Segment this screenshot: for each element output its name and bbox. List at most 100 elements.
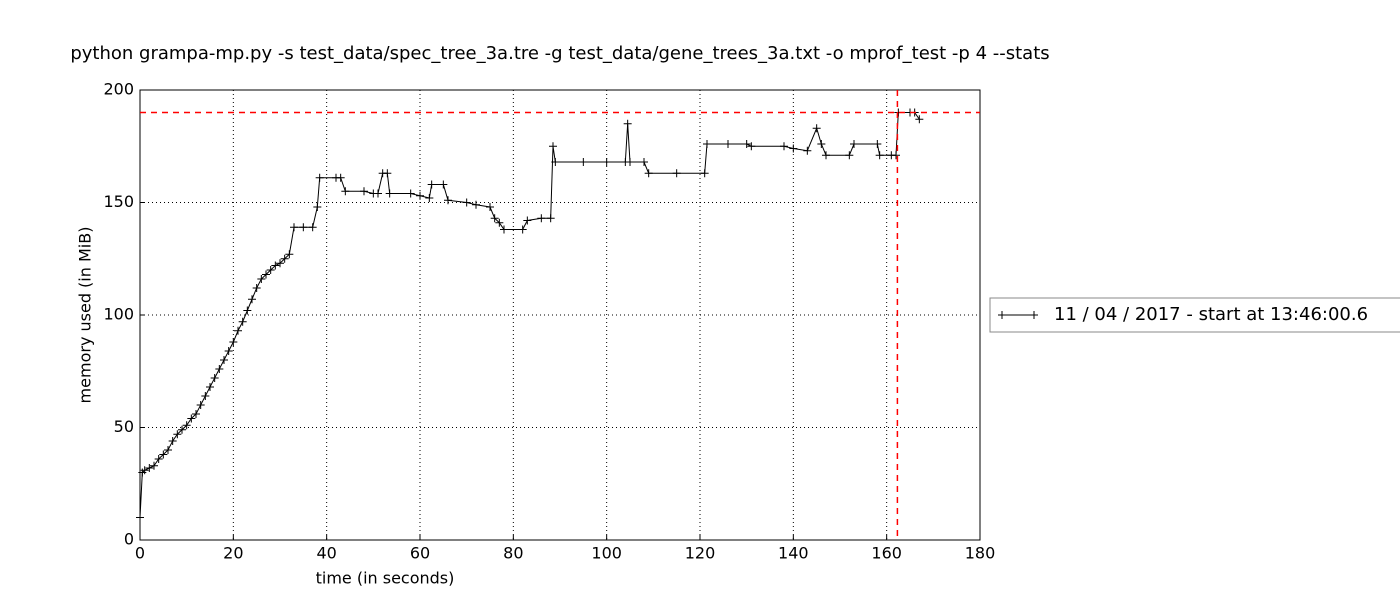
- data-point: [173, 430, 182, 439]
- data-point: [873, 140, 882, 148]
- legend-box: [989, 297, 1400, 333]
- data-point: [234, 326, 242, 335]
- data-point: [271, 261, 280, 270]
- x-tick-label: 120: [685, 544, 716, 563]
- data-point: [248, 295, 256, 304]
- data-point: [537, 214, 546, 223]
- data-point: [462, 198, 471, 207]
- data-point: [644, 169, 653, 178]
- x-axis-label: time (in seconds): [316, 569, 455, 588]
- data-point: [276, 259, 284, 268]
- data-point: [780, 142, 788, 151]
- data-point: [206, 383, 214, 391]
- x-tick-label: 100: [591, 544, 622, 563]
- data-point: [416, 191, 424, 200]
- data-point: [427, 180, 436, 189]
- data-point: [523, 216, 532, 225]
- data-point: [215, 365, 224, 373]
- data-point: [500, 225, 508, 234]
- data-point: [640, 158, 648, 166]
- data-point: [182, 421, 191, 430]
- y-tick-label: 100: [103, 305, 134, 324]
- data-point: [341, 187, 350, 196]
- data-point: [892, 151, 900, 160]
- x-tick-label: 60: [410, 544, 430, 563]
- data-point: [315, 173, 324, 182]
- data-point: [626, 158, 634, 166]
- data-point: [747, 142, 756, 151]
- data-point: [187, 414, 196, 423]
- data-point: [159, 450, 168, 459]
- data-point: [518, 225, 527, 234]
- plot-frame: [139, 89, 981, 541]
- data-point: [444, 196, 452, 205]
- data-point: [579, 158, 588, 166]
- data-point: [280, 254, 289, 263]
- data-point: [803, 146, 812, 155]
- x-tick-label: 180: [965, 544, 996, 563]
- data-point: [623, 119, 632, 128]
- data-point: [178, 425, 186, 434]
- data-point: [490, 214, 499, 223]
- data-point: [551, 158, 560, 166]
- data-point: [703, 140, 711, 148]
- data-point: [313, 203, 322, 211]
- data-point: [285, 250, 294, 259]
- data-point: [425, 194, 434, 202]
- data-point: [196, 401, 205, 409]
- y-tick-label: 50: [114, 417, 134, 436]
- x-tick-label: 80: [503, 544, 523, 563]
- y-axis-label: memory used (in MiB): [76, 227, 95, 404]
- data-point: [672, 169, 681, 178]
- x-tick-label: 160: [871, 544, 902, 563]
- data-point: [252, 284, 261, 292]
- data-point: [136, 513, 144, 522]
- data-point: [602, 158, 611, 166]
- data-point: [238, 317, 247, 326]
- data-point: [700, 169, 709, 178]
- data-point: [546, 214, 555, 223]
- data-point: [145, 464, 154, 472]
- data-point: [262, 270, 270, 279]
- data-point: [150, 461, 158, 470]
- y-tick-label: 150: [103, 192, 134, 211]
- x-tick-label: 140: [778, 544, 809, 563]
- data-point: [875, 151, 884, 160]
- data-point: [385, 189, 394, 198]
- data-point: [224, 347, 233, 355]
- data-point: [472, 200, 480, 209]
- chart-title: python grampa-mp.py -s test_data/spec_tr…: [70, 43, 1049, 64]
- x-tick-label: 20: [223, 544, 243, 563]
- data-point: [164, 446, 172, 454]
- data-point: [789, 144, 798, 153]
- y-tick-label: 0: [124, 530, 134, 549]
- data-point: [229, 338, 238, 346]
- data-point: [850, 140, 858, 148]
- data-point: [192, 410, 200, 418]
- data-point: [495, 218, 504, 227]
- data-point: [290, 223, 298, 232]
- data-point: [336, 173, 345, 182]
- data-point: [486, 203, 494, 211]
- data-point: [915, 115, 924, 124]
- data-point: [812, 124, 821, 133]
- data-point: [360, 187, 368, 196]
- data-point: [168, 437, 177, 445]
- legend-marker: [998, 311, 1038, 319]
- x-tick-label: 40: [316, 544, 336, 563]
- data-point: [742, 140, 751, 148]
- data-point: [243, 306, 252, 315]
- data-point: [822, 151, 830, 160]
- data-point: [724, 140, 732, 148]
- x-tick-label: 0: [135, 544, 145, 563]
- data-point: [220, 356, 228, 364]
- data-point: [845, 151, 854, 160]
- data-point: [154, 455, 163, 463]
- data-point: [817, 140, 826, 148]
- data-point: [201, 392, 210, 400]
- data-point: [257, 275, 266, 283]
- data-point: [374, 189, 382, 198]
- data-point: [210, 374, 219, 382]
- data-point: [439, 180, 448, 189]
